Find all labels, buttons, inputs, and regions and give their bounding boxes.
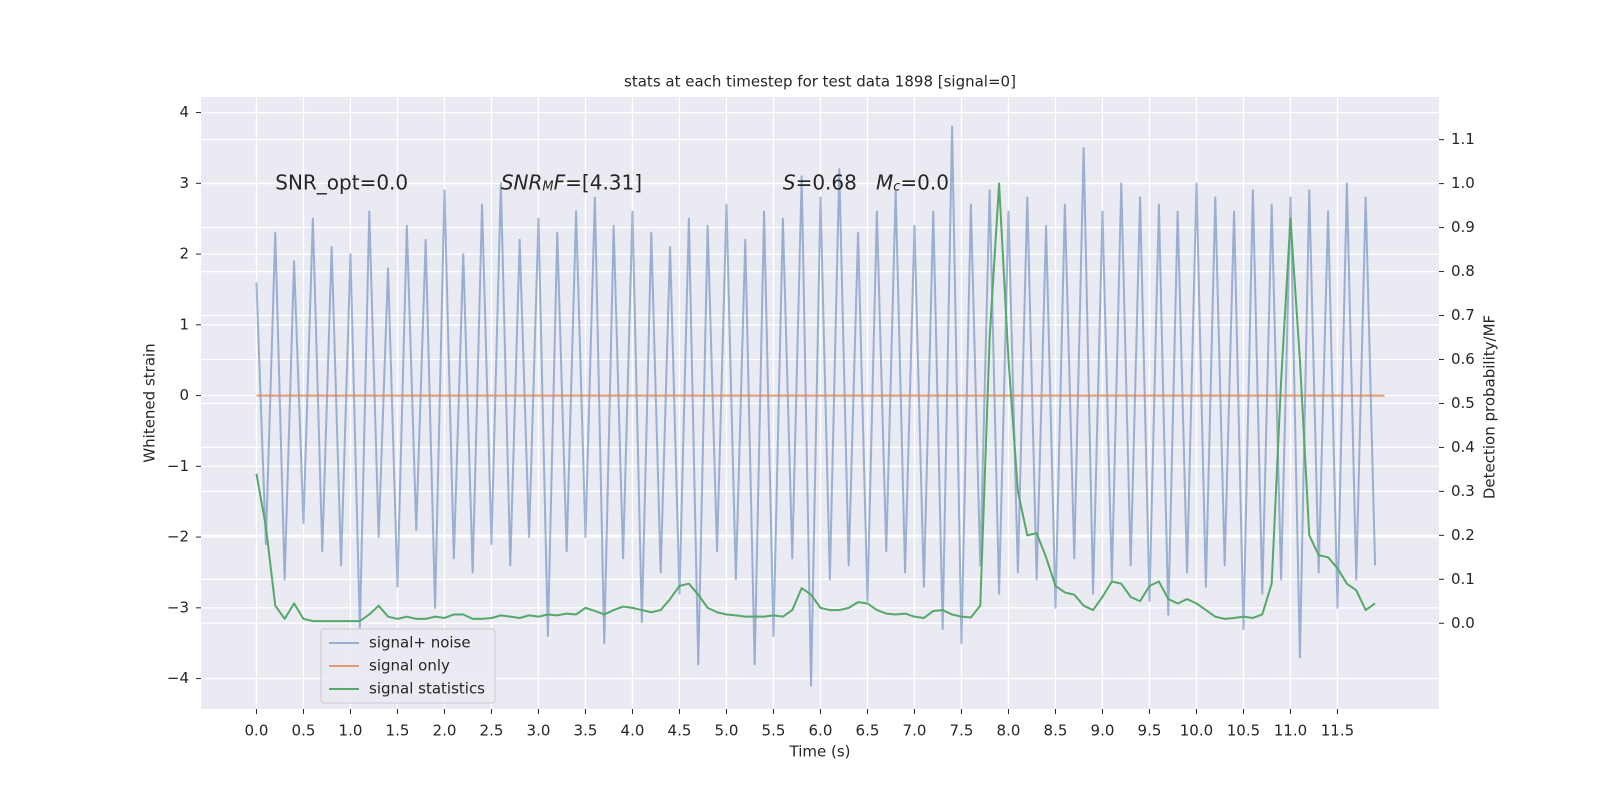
annotation: SNRMF=[4.31] [501, 170, 642, 195]
x-tick-label: 0.5 [292, 722, 316, 740]
y2-tick-label: 0.1 [1451, 570, 1475, 588]
y-axis-label: Whitened strain [141, 343, 159, 462]
x-tick-label: 5.5 [762, 722, 786, 740]
x-tick-label: 4.5 [668, 722, 692, 740]
y-tick-label: 4 [179, 103, 189, 121]
annotation-part: =0.68 [796, 170, 876, 194]
annotation-part: S [783, 170, 796, 194]
annotation-part: =0.0 [900, 170, 949, 194]
y-tick-label: −1 [167, 457, 189, 475]
x-tick-label: 11.0 [1274, 722, 1307, 740]
x-tick-label: 8.0 [997, 722, 1021, 740]
y-tick-label: −4 [167, 669, 189, 687]
y2-tick-label: 0.2 [1451, 526, 1475, 544]
annotation-part: M [876, 170, 893, 194]
x-tick-label: 9.0 [1091, 722, 1115, 740]
y-tick-label: 1 [179, 315, 189, 333]
series-line [255, 125, 1377, 687]
y2-tick-label: 0.4 [1451, 438, 1475, 456]
legend: signal+ noise signal only signal statistic… [320, 628, 496, 704]
legend-box [320, 628, 496, 704]
legend-label: signal statistics [369, 680, 485, 698]
annotation-part: c [893, 180, 900, 195]
x-tick-label: 7.0 [903, 722, 927, 740]
x-tick-label: 10.0 [1180, 722, 1213, 740]
y-tick-label: 2 [179, 245, 189, 263]
legend-label: signal+ noise [369, 634, 471, 652]
y2-tick-label: 0.9 [1451, 218, 1475, 236]
legend-label: signal only [369, 657, 450, 675]
x-tick-label: 9.5 [1138, 722, 1162, 740]
x-axis-label: Time (s) [789, 743, 851, 761]
x-tick-label: 3.5 [574, 722, 598, 740]
x-tick-label: 0.0 [245, 722, 269, 740]
y2-tick-label: 0.7 [1451, 306, 1475, 324]
x-tick-label: 2.5 [480, 722, 504, 740]
annotation-part: SNR [501, 170, 543, 194]
y2-axis-label: Detection probability/MF [1481, 315, 1499, 499]
y-tick-label: 3 [179, 174, 189, 192]
x-tick-label: 11.5 [1321, 722, 1354, 740]
x-tick-label: 7.5 [950, 722, 974, 740]
x-tick-label: 1.5 [386, 722, 410, 740]
series-line [255, 182, 1376, 623]
x-tick-label: 6.5 [856, 722, 880, 740]
y2-tick-label: 0.8 [1451, 262, 1475, 280]
x-tick-label: 3.0 [527, 722, 551, 740]
x-tick-label: 8.5 [1044, 722, 1068, 740]
annotation: SNR_opt=0.0 [275, 170, 408, 194]
x-tick-label: 2.0 [433, 722, 457, 740]
x-tick-label: 5.0 [715, 722, 739, 740]
y2-tick-label: 1.1 [1451, 130, 1475, 148]
annotation-part: M [542, 180, 553, 195]
y-tick-label: 0 [179, 386, 189, 404]
x-tick-label: 6.0 [809, 722, 833, 740]
data [255, 125, 1385, 687]
annotation-part: SNR_opt=0.0 [275, 170, 408, 194]
y2-tick-label: 1.0 [1451, 174, 1475, 192]
y2-tick-label: 0.5 [1451, 394, 1475, 412]
x-tick-label: 10.5 [1227, 722, 1260, 740]
x-tick-label: 4.0 [621, 722, 645, 740]
chart-title: stats at each timestep for test data 189… [624, 73, 1016, 91]
y2-tick-label: 0.0 [1451, 614, 1475, 632]
y2-tick-label: 0.6 [1451, 350, 1475, 368]
y-tick-label: −3 [167, 598, 189, 616]
x-tick-label: 1.0 [339, 722, 363, 740]
annotation-part: F [554, 170, 566, 194]
y-tick-label: −2 [167, 528, 189, 546]
y2-tick-label: 0.3 [1451, 482, 1475, 500]
annotation-part: =[4.31] [565, 170, 642, 194]
annotation: S=0.68 Mc=0.0 [783, 170, 949, 195]
